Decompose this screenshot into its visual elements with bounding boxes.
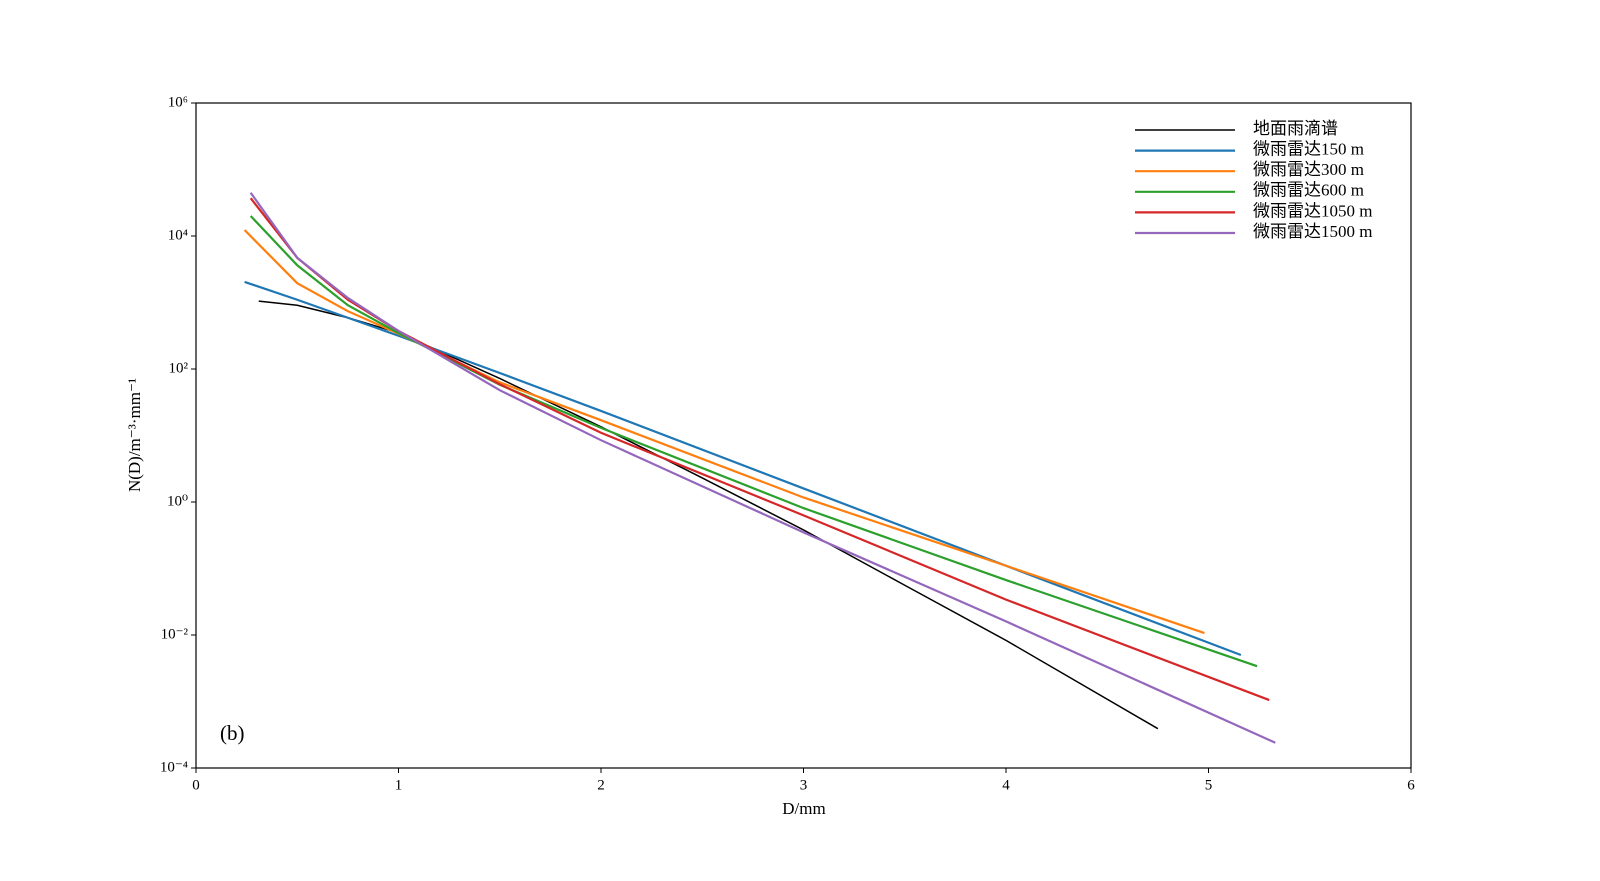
y-tick-label: 10⁻⁴ [160, 759, 188, 775]
annotation: (b) [220, 721, 245, 745]
y-tick-label: 10⁰ [167, 493, 188, 509]
y-tick-label: 10⁴ [168, 227, 188, 243]
x-tick-label: 0 [192, 777, 200, 793]
y-tick-label: 10⁻² [161, 626, 189, 642]
series-line [244, 280, 1242, 657]
series-line [258, 300, 1159, 730]
x-tick-label: 3 [800, 777, 808, 793]
legend-label: 微雨雷达300 m [1253, 160, 1364, 179]
x-tick-label: 5 [1205, 777, 1213, 793]
legend-label: 微雨雷达150 m [1253, 140, 1364, 159]
series-line [249, 197, 1270, 702]
series-line [249, 192, 1276, 744]
x-tick-label: 4 [1002, 777, 1010, 793]
legend-label: 微雨雷达1500 m [1253, 222, 1372, 241]
legend-label: 地面雨滴谱 [1253, 119, 1338, 138]
plot-frame [195, 102, 1412, 769]
x-tick-label: 6 [1407, 777, 1415, 793]
x-axis-label: D/mm [782, 799, 825, 818]
series-line [243, 229, 1205, 635]
y-axis-label: N(D)/m⁻³·mm⁻¹ [125, 378, 144, 492]
legend-label: 微雨雷达600 m [1253, 181, 1364, 200]
legend-label: 微雨雷达1050 m [1253, 201, 1372, 220]
y-tick-label: 10⁶ [168, 94, 188, 110]
x-tick-label: 1 [395, 777, 403, 793]
x-tick-label: 2 [597, 777, 605, 793]
y-tick-label: 10² [169, 360, 189, 376]
